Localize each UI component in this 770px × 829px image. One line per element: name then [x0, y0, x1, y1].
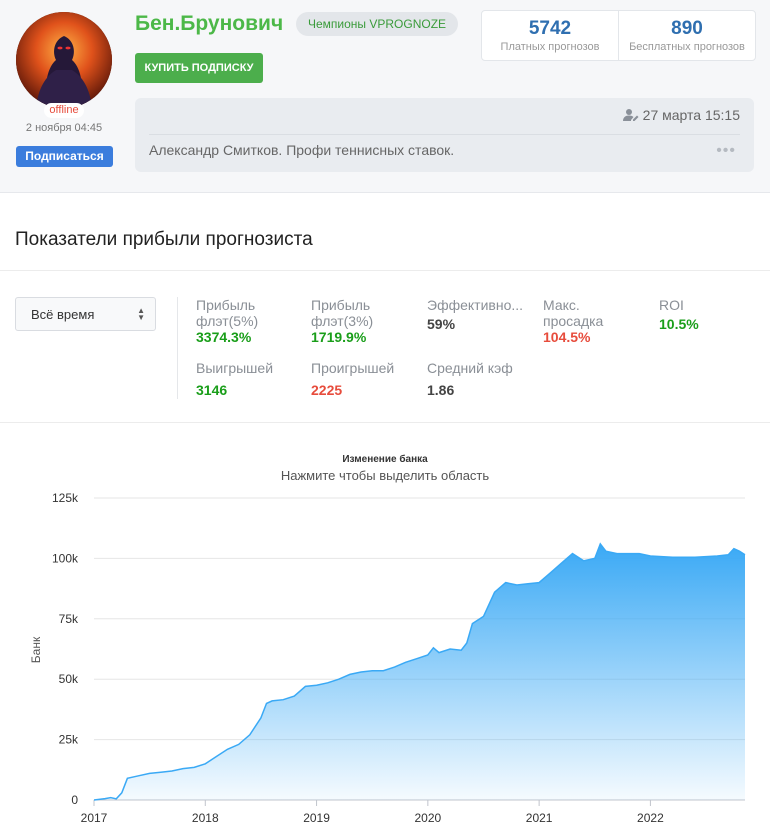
free-forecasts-stat[interactable]: 890 Бесплатных прогнозов: [618, 11, 755, 60]
metric-losses: Проигрышей 2225: [311, 360, 421, 399]
user-name[interactable]: Бен.Брунович: [135, 12, 284, 35]
bank-chart[interactable]: Изменение банка Нажмите чтобы выделить о…: [0, 440, 770, 829]
chart-divider: [0, 422, 770, 423]
metric-roi: ROI 10.5%: [659, 297, 769, 333]
post-date: 27 марта 15:15: [622, 107, 740, 123]
metric-value: 3374.3%: [196, 329, 252, 345]
metric-label: Прибыль флэт(5%): [196, 297, 259, 329]
metric-label: Проигрышей: [311, 360, 395, 376]
select-arrows-icon: ▲ ▼: [137, 306, 145, 322]
y-tick-label: 25k: [59, 733, 79, 747]
y-axis-label: Банк: [29, 636, 43, 663]
metric-profit-flat5: Прибыль флэт(5%) 3374.3%: [196, 297, 306, 346]
metric-value: 2225: [311, 382, 343, 398]
avatar[interactable]: [16, 12, 112, 108]
avatar-image: [16, 12, 112, 108]
metric-label: ROI: [659, 297, 684, 313]
paid-forecasts-stat[interactable]: 5742 Платных прогнозов: [482, 11, 618, 60]
buy-subscription-button[interactable]: КУПИТЬ ПОДПИСКУ: [135, 53, 263, 83]
post-divider: [149, 134, 740, 135]
profile-header: offline 2 ноября 04:45 Подписаться Бен.Б…: [0, 0, 770, 193]
metric-avg-odds: Средний кэф 1.86: [427, 360, 537, 399]
x-tick-label: 2019: [303, 811, 330, 825]
metric-value: 10.5%: [659, 316, 699, 332]
metric-wins: Выигрышей 3146: [196, 360, 306, 399]
status-post: 27 марта 15:15 Александр Смитков. Профи …: [135, 98, 754, 172]
x-tick-label: 2018: [192, 811, 219, 825]
last-seen-time: 2 ноября 04:45: [25, 122, 103, 134]
post-text: Александр Смитков. Профи теннисных ставо…: [149, 142, 455, 158]
free-forecasts-count: 890: [671, 18, 703, 39]
bank-line-series[interactable]: [93, 542, 746, 801]
metric-max-drawdown: Макс. просадка 104.5%: [543, 297, 653, 346]
free-forecasts-label: Бесплатных прогнозов: [629, 41, 745, 53]
user-edit-icon: [622, 109, 639, 121]
metric-label: Эффективно...: [427, 297, 524, 313]
metric-label: Выигрышей: [196, 360, 274, 376]
x-tick-label: 2020: [414, 811, 441, 825]
metric-profit-flat3: Прибыль флэт(3%) 1719.9%: [311, 297, 421, 346]
y-tick-label: 100k: [52, 551, 79, 565]
x-tick-label: 2022: [637, 811, 664, 825]
paid-forecasts-count: 5742: [528, 18, 572, 39]
y-tick-label: 75k: [59, 612, 79, 626]
more-options-icon[interactable]: •••: [716, 142, 736, 159]
post-date-text: 27 марта 15:15: [642, 107, 740, 123]
metric-value: 3146: [196, 382, 228, 398]
bank-area-series[interactable]: [94, 543, 745, 800]
group-badge[interactable]: Чемпионы VPROGNOZE: [296, 12, 459, 36]
x-axis-ticks: 2017 2018 2019 2020 2021 2022: [81, 800, 664, 825]
chart-title: Изменение банка: [342, 453, 428, 465]
forecast-stats: 5742 Платных прогнозов 890 Бесплатных пр…: [481, 10, 756, 61]
metric-label: Средний кэф: [427, 360, 513, 376]
y-tick-label: 125k: [52, 491, 79, 505]
y-axis-ticks: 0 25k 50k 75k 100k 125k: [52, 491, 79, 807]
x-tick-label: 2017: [81, 811, 108, 825]
x-tick-label: 2021: [526, 811, 553, 825]
metric-label: Макс. просадка: [543, 297, 604, 329]
metric-value: 104.5%: [543, 329, 591, 345]
section-title: Показатели прибыли прогнозиста: [15, 229, 313, 250]
metric-label: Прибыль флэт(3%): [311, 297, 374, 329]
subscribe-button[interactable]: Подписаться: [16, 146, 113, 167]
period-select-value: Всё время: [31, 307, 95, 322]
metric-efficiency: Эффективно... 59%: [427, 297, 537, 333]
metric-value: 59%: [427, 316, 456, 332]
status-badge: offline: [44, 103, 84, 118]
chart-subtitle: Нажмите чтобы выделить область: [281, 468, 490, 483]
y-tick-label: 0: [71, 793, 78, 807]
y-tick-label: 50k: [59, 672, 79, 686]
period-select[interactable]: Всё время ▲ ▼: [15, 297, 156, 331]
paid-forecasts-label: Платных прогнозов: [500, 41, 600, 53]
metric-value: 1719.9%: [311, 329, 367, 345]
metrics-divider: [177, 297, 178, 399]
section-divider: [0, 270, 770, 271]
metric-value: 1.86: [427, 382, 455, 398]
